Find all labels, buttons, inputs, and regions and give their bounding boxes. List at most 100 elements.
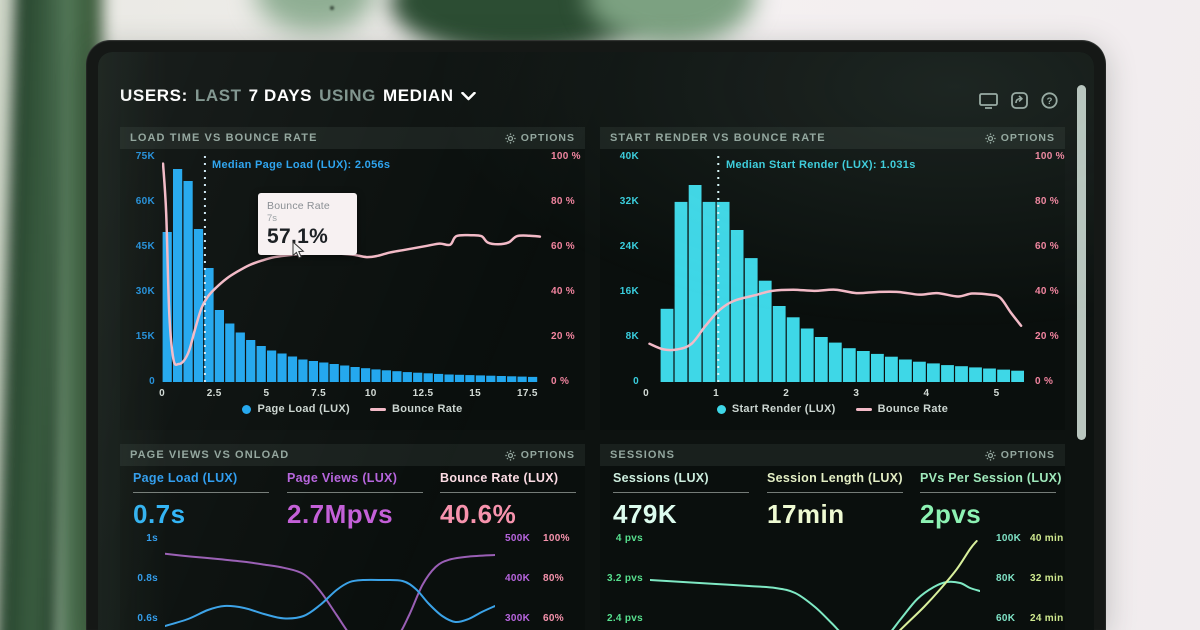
axis-tick-label: 0 % [551, 376, 570, 387]
median-page-load-label: Median Page Load (LUX): 2.056s [212, 159, 391, 171]
metric-session-length[interactable]: Session Length (LUX) 17min [767, 471, 903, 529]
axis-tick-label: 80% [543, 573, 564, 584]
scrollbar-thumb[interactable] [1077, 85, 1086, 440]
plant-leaf-blur [0, 0, 78, 630]
axis-tick-label: 1s [146, 533, 158, 544]
axis-tick-label: 20 % [551, 330, 575, 342]
axis-tick-label: 0.6s [137, 613, 158, 624]
legend-line-swatch [855, 407, 872, 411]
chart-legend: Start Render (LUX) Bounce Rate [600, 403, 1065, 415]
axis-tick-label: 100 % [551, 150, 581, 162]
metric-sessions[interactable]: Sessions (LUX) 479K [613, 471, 749, 530]
metric-underline [440, 492, 576, 493]
legend-start-render[interactable]: Start Render (LUX) [716, 403, 836, 415]
axis-tick-label: 2.5 [206, 388, 222, 399]
load-time-chart-area: Median Page Load (LUX): 2.056s Bounce Ra… [120, 149, 585, 399]
legend-line-swatch [369, 407, 386, 411]
axis-tick-label: 80 % [551, 195, 575, 207]
panel-load-time-vs-bounce-rate: LOAD TIME VS BOUNCE RATE OPTIONS [120, 127, 585, 430]
options-button[interactable]: OPTIONS [985, 449, 1055, 461]
svg-text:?: ? [1047, 96, 1053, 107]
share-icon[interactable] [1011, 92, 1028, 109]
axis-tick-label: 60 % [1035, 240, 1059, 252]
axis-tick-label: 60K [996, 613, 1016, 624]
gear-icon [505, 132, 516, 144]
axis-tick-label: 40 % [1035, 285, 1059, 297]
sessions-chart-area: 4 pvs 3.2 pvs 2.4 pvs 100K 40 min 80K 32 min 60… [600, 528, 1065, 630]
chevron-down-icon [460, 91, 476, 100]
legend-bounce-rate[interactable]: Bounce Rate [369, 403, 463, 415]
panel-title-bar: START RENDER VS BOUNCE RATE OPTIONS [600, 127, 1065, 149]
plant-twig [330, 6, 334, 10]
axis-tick-label: 0 [633, 376, 639, 387]
tooltip-title: Bounce Rate [267, 200, 330, 212]
panel-title: PAGE VIEWS VS ONLOAD [130, 449, 290, 461]
load-time-histogram-plot[interactable] [162, 154, 542, 382]
metric-page-views[interactable]: Page Views (LUX) 2.7Mpvs [287, 471, 423, 530]
legend-dot-swatch [716, 404, 726, 414]
panel-sessions: SESSIONS OPTIONS [600, 444, 1065, 630]
bounce-rate-tooltip: Bounce Rate 7s 57.1% [258, 193, 357, 255]
axis-tick-label: 75K [135, 151, 155, 162]
panel-page-views-vs-onload: PAGE VIEWS VS ONLOAD OPTIONS [120, 444, 585, 630]
panel-title: START RENDER VS BOUNCE RATE [610, 132, 826, 144]
metric-underline [920, 492, 1056, 493]
axis-tick-label: 100% [543, 533, 570, 544]
panel-title-bar: LOAD TIME VS BOUNCE RATE OPTIONS [120, 127, 585, 149]
header-toolbar: ? [979, 92, 1058, 109]
axis-tick-label: 60K [135, 196, 155, 207]
axis-tick-label: 400K [505, 573, 531, 584]
title-using: USING [319, 86, 376, 105]
plant-leaf-blur [255, 0, 375, 32]
axis-tick-label: 0.8s [137, 573, 158, 584]
axis-tick-label: 4 pvs [615, 533, 643, 544]
axis-tick-label: 100K [996, 533, 1022, 544]
axis-tick-label: 0 % [1035, 376, 1054, 387]
panel-title: SESSIONS [610, 449, 676, 461]
panel-start-render-vs-bounce-rate: START RENDER VS BOUNCE RATE OPTIONS [600, 127, 1065, 430]
axis-tick-label: 0 [149, 376, 155, 387]
display-icon[interactable] [979, 92, 998, 109]
options-button[interactable]: OPTIONS [985, 132, 1055, 144]
metric-bounce-rate[interactable]: Bounce Rate (LUX) 40.6% [440, 471, 576, 530]
axis-tick-label: 15K [135, 331, 155, 342]
axis-tick-label: 24K [619, 240, 639, 252]
dashboard-screen: USERS: LAST 7 DAYS USING MEDIAN [98, 52, 1094, 630]
axis-tick-label: 12.5 [412, 388, 434, 399]
metric-page-load[interactable]: Page Load (LUX) 0.7s [133, 471, 269, 530]
start-render-histogram-plot[interactable] [646, 154, 1026, 382]
axis-tick-label: 40 % [551, 285, 575, 297]
plant-leaf-blur [585, 0, 755, 45]
axis-tick-label: 2.4 pvs [606, 613, 643, 624]
legend-page-load[interactable]: Page Load (LUX) [242, 403, 350, 415]
options-button[interactable]: OPTIONS [505, 132, 575, 144]
axis-tick-label: 10 [364, 388, 377, 399]
legend-bounce-rate[interactable]: Bounce Rate [855, 403, 949, 415]
chart-legend: Page Load (LUX) Bounce Rate [120, 403, 585, 415]
help-icon[interactable]: ? [1041, 92, 1058, 109]
gear-icon [505, 449, 516, 461]
metric-underline [287, 492, 423, 493]
sessions-line-plot[interactable] [650, 528, 980, 630]
axis-tick-label: 16K [619, 285, 639, 297]
title-users: USERS: [120, 86, 188, 105]
title-median: MEDIAN [382, 86, 454, 105]
axis-tick-label: 5 [263, 388, 270, 399]
axis-tick-label: 15 [469, 388, 482, 399]
options-button[interactable]: OPTIONS [505, 449, 575, 461]
axis-tick-label: 3.2 pvs [606, 573, 643, 584]
axis-tick-label: 80K [996, 573, 1016, 584]
axis-tick-label: 8K [625, 330, 639, 342]
axis-tick-label: 20 % [1035, 330, 1059, 342]
laptop-bezel: USERS: LAST 7 DAYS USING MEDIAN [86, 40, 1106, 630]
metric-pvs-per-session[interactable]: PVs Per Session (LUX) 2pvs [920, 471, 1062, 529]
axis-tick-label: 4 [923, 388, 930, 399]
page-views-line-plot[interactable] [165, 528, 495, 630]
dashboard-title-dropdown[interactable]: USERS: LAST 7 DAYS USING MEDIAN [120, 86, 476, 106]
panel-title-bar: PAGE VIEWS VS ONLOAD OPTIONS [120, 444, 585, 466]
axis-tick-label: 30K [135, 286, 155, 297]
axis-tick-label: 24 min [1030, 613, 1064, 624]
axis-tick-label: 80 % [1035, 195, 1059, 207]
axis-tick-label: 100 % [1035, 150, 1065, 162]
